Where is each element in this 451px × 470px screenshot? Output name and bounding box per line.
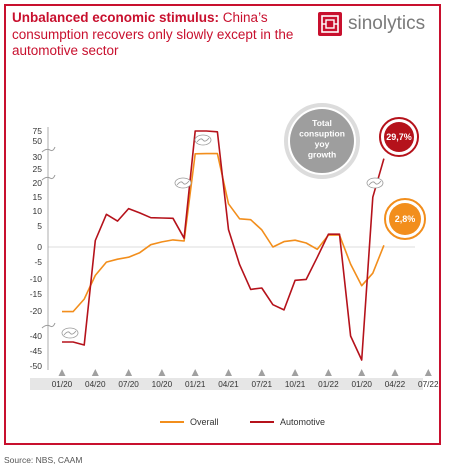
legend-overall-label: Overall (190, 417, 219, 427)
y-axis-break-icon (41, 174, 56, 181)
y-axis-break-icon (41, 146, 56, 153)
x-tick-label: 07/20 (118, 380, 139, 389)
series-break-icon (174, 177, 192, 189)
y-tick-label: 30 (33, 152, 43, 162)
series-break-icon (61, 327, 79, 339)
y-tick-label: -5 (34, 257, 42, 267)
y-tick-label: 15 (33, 192, 43, 202)
x-tick-marker (258, 369, 266, 376)
x-tick-label: 04/22 (385, 380, 406, 389)
y-tick-label: -45 (30, 346, 43, 356)
x-tick-label: 04/21 (218, 380, 239, 389)
legend-automotive-label: Automotive (280, 417, 325, 427)
chart-title-rest: China’s consumption recovers only slowly… (12, 10, 294, 58)
x-tick-label: 07/21 (252, 380, 273, 389)
x-tick-label: 10/21 (285, 380, 306, 389)
y-tick-label: 0 (37, 242, 42, 252)
x-tick-label: 01/20 (52, 380, 73, 389)
x-tick-marker (225, 369, 232, 376)
x-tick-marker (291, 369, 299, 376)
logo-text: sinolytics (348, 13, 426, 34)
series-line-automotive (62, 130, 385, 361)
overall-callout-label: 2,8% (395, 214, 416, 224)
x-tick-marker (191, 369, 199, 376)
y-tick-label: -20 (30, 306, 43, 316)
x-tick-marker (324, 369, 332, 376)
x-tick-marker (358, 369, 366, 376)
y-tick-label: 75 (33, 126, 43, 136)
y-tick-label: -40 (30, 331, 43, 341)
automotive-callout-label: 29,7% (386, 132, 412, 142)
x-tick-marker (91, 369, 99, 376)
brand-logo: sinolytics (318, 12, 442, 38)
x-tick-marker (158, 369, 166, 376)
bubble-text: growth (308, 150, 336, 160)
overall-callout-badge (389, 203, 421, 235)
series-break-icon (366, 177, 384, 189)
x-tick-label: 01/21 (185, 380, 206, 389)
x-tick-marker (424, 369, 432, 376)
chart-title: Unbalanced economic stimulus: China’s co… (12, 10, 312, 60)
y-tick-label: 25 (33, 164, 43, 174)
y-tick-label: 50 (33, 136, 43, 146)
x-axis-band (30, 378, 423, 390)
source-note: Source: NBS, CAAM (4, 455, 83, 465)
chart-frame (4, 4, 441, 445)
bubble-text: Total (312, 118, 332, 128)
x-tick-label: 07/22 (418, 380, 439, 389)
y-tick-label: -10 (30, 274, 43, 284)
total-growth-bubble (290, 109, 354, 173)
y-tick-label: 5 (37, 221, 42, 231)
x-tick-label: 01/20 (351, 380, 372, 389)
x-tick-label: 04/20 (85, 380, 106, 389)
series-break-icon (194, 134, 212, 146)
y-tick-label: 10 (33, 206, 43, 216)
chart-title-bold: Unbalanced economic stimulus: (12, 10, 220, 25)
bubble-text: consuption (299, 129, 345, 139)
x-tick-label: 01/22 (318, 380, 339, 389)
sinolytics-logo-icon (318, 12, 342, 36)
bubble-text: yoy (315, 139, 330, 149)
x-tick-marker (125, 369, 133, 376)
x-tick-label: 10/20 (152, 380, 173, 389)
y-tick-label: -50 (30, 361, 43, 371)
automotive-callout-badge (384, 122, 414, 152)
x-tick-marker (58, 369, 66, 376)
y-axis-break-icon (41, 322, 56, 329)
y-tick-label: 20 (33, 178, 43, 188)
y-tick-label: -15 (30, 289, 43, 299)
x-tick-marker (391, 369, 399, 376)
